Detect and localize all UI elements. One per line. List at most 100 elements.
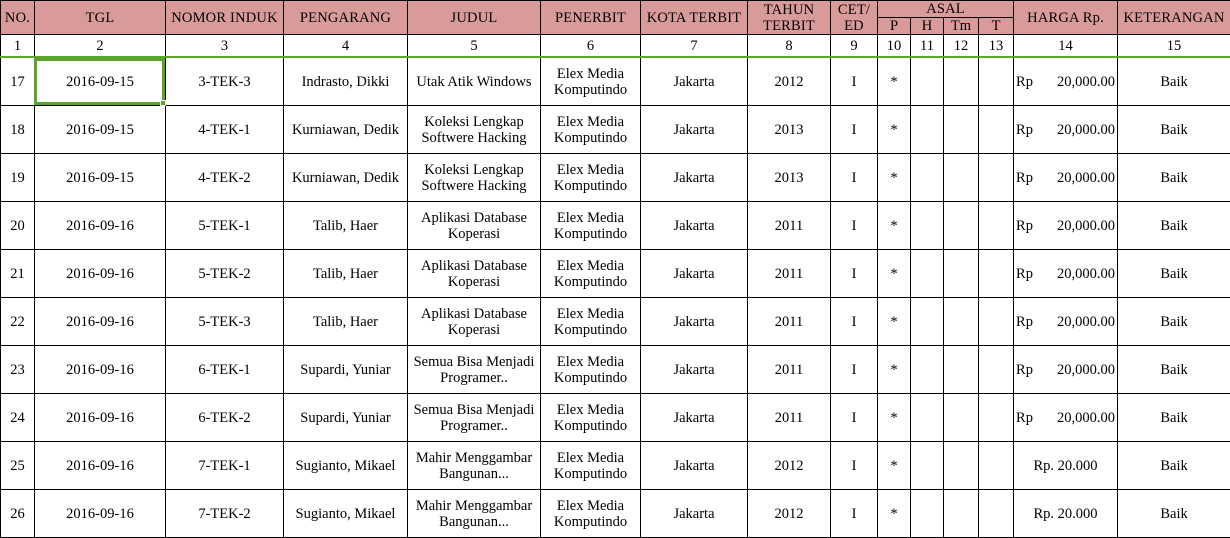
header-penerbit[interactable]: PENERBIT — [541, 1, 641, 35]
cell-tgl[interactable]: 2016-09-16 — [35, 250, 166, 298]
header-cet-ed[interactable]: CET/ ED — [831, 1, 878, 35]
cell-cet-ed[interactable]: I — [831, 154, 878, 202]
cell-cet-ed[interactable]: I — [831, 490, 878, 538]
header-pengarang[interactable]: PENGARANG — [284, 1, 408, 35]
cell-cet-ed[interactable]: I — [831, 250, 878, 298]
cell-keterangan[interactable]: Baik — [1118, 346, 1230, 394]
cell-asal-p[interactable]: * — [878, 250, 911, 298]
cell-kota-terbit[interactable]: Jakarta — [641, 58, 748, 106]
cell-no[interactable]: 26 — [1, 490, 35, 538]
cell-asal-tm[interactable] — [944, 106, 979, 154]
cell-tgl[interactable]: 2016-09-16 — [35, 394, 166, 442]
cell-no[interactable]: 18 — [1, 106, 35, 154]
cell-nomor-induk[interactable]: 7-TEK-1 — [166, 442, 284, 490]
cell-tahun-terbit[interactable]: 2012 — [748, 442, 831, 490]
cell-asal-tm[interactable] — [944, 442, 979, 490]
cell-keterangan[interactable]: Baik — [1118, 58, 1230, 106]
cell-asal-tm[interactable] — [944, 394, 979, 442]
cell-cet-ed[interactable]: I — [831, 202, 878, 250]
header-asal-p[interactable]: P — [878, 18, 911, 35]
cell-asal-h[interactable] — [911, 490, 944, 538]
cell-tgl[interactable]: 2016-09-15 — [35, 106, 166, 154]
cell-nomor-induk[interactable]: 7-TEK-2 — [166, 490, 284, 538]
cell-pengarang[interactable]: Sugianto, Mikael — [284, 490, 408, 538]
cell-asal-h[interactable] — [911, 394, 944, 442]
cell-pengarang[interactable]: Talib, Haer — [284, 202, 408, 250]
cell-kota-terbit[interactable]: Jakarta — [641, 154, 748, 202]
header-tahun-terbit[interactable]: TAHUN TERBIT — [748, 1, 831, 35]
cell-asal-t[interactable] — [979, 346, 1014, 394]
cell-keterangan[interactable]: Baik — [1118, 154, 1230, 202]
header-asal-group[interactable]: ASAL — [878, 1, 1014, 18]
cell-pengarang[interactable]: Kurniawan, Dedik — [284, 154, 408, 202]
cell-tgl[interactable]: 2016-09-16 — [35, 346, 166, 394]
cell-asal-h[interactable] — [911, 298, 944, 346]
cell-keterangan[interactable]: Baik — [1118, 250, 1230, 298]
header-asal-tm[interactable]: Tm — [944, 18, 979, 35]
cell-cet-ed[interactable]: I — [831, 298, 878, 346]
cell-asal-t[interactable] — [979, 442, 1014, 490]
cell-no[interactable]: 21 — [1, 250, 35, 298]
header-asal-h[interactable]: H — [911, 18, 944, 35]
cell-asal-t[interactable] — [979, 154, 1014, 202]
cell-kota-terbit[interactable]: Jakarta — [641, 250, 748, 298]
cell-asal-tm[interactable] — [944, 154, 979, 202]
cell-tahun-terbit[interactable]: 2011 — [748, 394, 831, 442]
cell-pengarang[interactable]: Talib, Haer — [284, 298, 408, 346]
cell-asal-p[interactable]: * — [878, 202, 911, 250]
cell-tgl[interactable]: 2016-09-16 — [35, 298, 166, 346]
cell-asal-h[interactable] — [911, 106, 944, 154]
cell-kota-terbit[interactable]: Jakarta — [641, 490, 748, 538]
cell-pengarang[interactable]: Supardi, Yuniar — [284, 394, 408, 442]
cell-nomor-induk[interactable]: 4-TEK-2 — [166, 154, 284, 202]
cell-pengarang[interactable]: Kurniawan, Dedik — [284, 106, 408, 154]
cell-tahun-terbit[interactable]: 2013 — [748, 106, 831, 154]
cell-cet-ed[interactable]: I — [831, 394, 878, 442]
cell-pengarang[interactable]: Sugianto, Mikael — [284, 442, 408, 490]
cell-keterangan[interactable]: Baik — [1118, 106, 1230, 154]
cell-tahun-terbit[interactable]: 2012 — [748, 490, 831, 538]
cell-tgl[interactable]: 2016-09-16 — [35, 442, 166, 490]
cell-tahun-terbit[interactable]: 2011 — [748, 202, 831, 250]
cell-asal-h[interactable] — [911, 202, 944, 250]
cell-no[interactable]: 25 — [1, 442, 35, 490]
cell-nomor-induk[interactable]: 3-TEK-3 — [166, 58, 284, 106]
cell-no[interactable]: 20 — [1, 202, 35, 250]
cell-tgl[interactable]: 2016-09-16 — [35, 490, 166, 538]
cell-nomor-induk[interactable]: 6-TEK-1 — [166, 346, 284, 394]
header-kota-terbit[interactable]: KOTA TERBIT — [641, 1, 748, 35]
cell-asal-p[interactable]: * — [878, 106, 911, 154]
cell-tahun-terbit[interactable]: 2011 — [748, 298, 831, 346]
cell-no[interactable]: 22 — [1, 298, 35, 346]
cell-asal-t[interactable] — [979, 490, 1014, 538]
cell-nomor-induk[interactable]: 5-TEK-2 — [166, 250, 284, 298]
cell-keterangan[interactable]: Baik — [1118, 298, 1230, 346]
cell-no[interactable]: 23 — [1, 346, 35, 394]
cell-kota-terbit[interactable]: Jakarta — [641, 394, 748, 442]
header-tgl[interactable]: TGL — [35, 1, 166, 35]
cell-asal-p[interactable]: * — [878, 298, 911, 346]
cell-keterangan[interactable]: Baik — [1118, 202, 1230, 250]
cell-no[interactable]: 24 — [1, 394, 35, 442]
cell-kota-terbit[interactable]: Jakarta — [641, 442, 748, 490]
header-asal-t[interactable]: T — [979, 18, 1014, 35]
cell-cet-ed[interactable]: I — [831, 58, 878, 106]
header-harga[interactable]: HARGA Rp. — [1014, 1, 1118, 35]
cell-kota-terbit[interactable]: Jakarta — [641, 202, 748, 250]
